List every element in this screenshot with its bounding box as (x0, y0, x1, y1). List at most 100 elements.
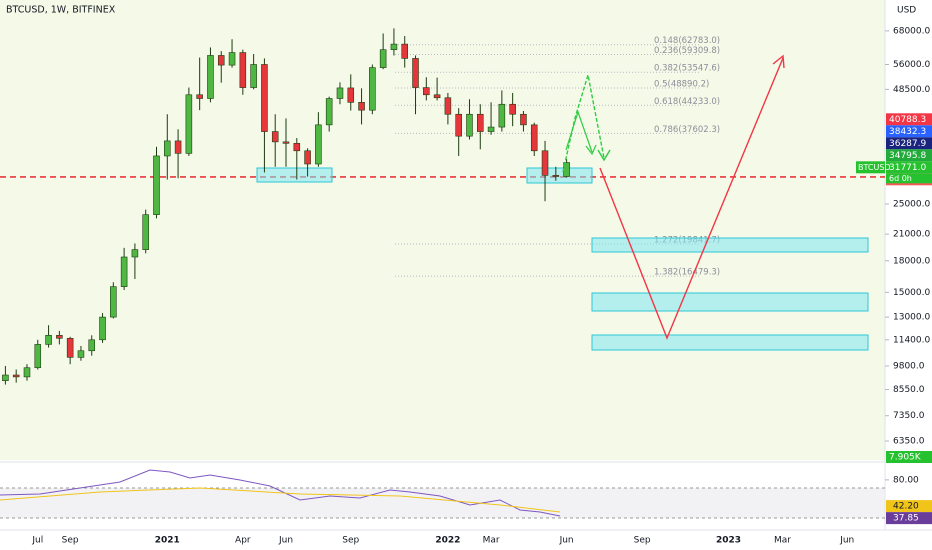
countdown-bg (886, 173, 932, 184)
y-tick-label: 8550.0 (893, 385, 925, 395)
volume-tag-label: 7.905K (889, 453, 922, 463)
candle-body (477, 113, 484, 132)
price-tag (886, 161, 932, 174)
fib-label: 0.618(44233.0) (654, 97, 720, 107)
x-tick-label: 2023 (716, 536, 741, 546)
candle-body (293, 143, 301, 152)
x-tick-label: Jun (559, 536, 574, 546)
candle-body (358, 102, 365, 111)
candle-body (325, 98, 333, 126)
candle-body (217, 55, 225, 66)
price-tag (886, 149, 932, 162)
candle-body (390, 43, 398, 50)
candle-body (379, 49, 387, 68)
y-tick-label: 48500.0 (893, 85, 930, 95)
price-tag-label: 34795.8 (889, 151, 926, 161)
y-tick-label: 6350.0 (893, 437, 925, 447)
candle-body (498, 103, 506, 128)
green-arrowhead (597, 149, 611, 162)
rsi-tag (886, 512, 932, 525)
candle-body (88, 339, 96, 352)
candle-body (196, 94, 203, 99)
green-arrowhead (585, 144, 597, 156)
x-tick-label: 2021 (155, 536, 180, 546)
candle-body (164, 140, 171, 157)
green-path (565, 110, 593, 153)
candle-body (282, 141, 290, 144)
candle-body (509, 103, 516, 115)
price-tag (886, 137, 932, 150)
x-tick-label: Sep (634, 536, 651, 546)
candle-body (174, 140, 182, 154)
price-tag (886, 125, 932, 138)
y-tick-label: 18000.0 (893, 256, 930, 266)
candle-body (153, 155, 160, 215)
price-tag-label: 38432.3 (889, 127, 926, 137)
x-tick-label: Sep (62, 536, 79, 546)
candle-body (110, 286, 117, 318)
zone-box (591, 237, 869, 253)
red-arrowhead (772, 54, 785, 69)
x-tick-label: 2022 (435, 536, 460, 546)
zone-box (526, 167, 593, 184)
candle-body (99, 316, 106, 341)
candle-body (423, 87, 430, 96)
x-tick-label: Jun (839, 536, 854, 546)
y-tick-label: 56000.0 (893, 60, 930, 70)
candle-body (56, 335, 63, 339)
countdown: 6d 0h (889, 174, 912, 183)
candle-body (2, 374, 9, 381)
candle-body (142, 214, 149, 250)
candle-body (455, 113, 462, 137)
green-path (562, 74, 605, 173)
candle-body (66, 337, 74, 358)
candle-body (487, 126, 495, 132)
candle-body (207, 55, 214, 99)
zone-box (256, 167, 333, 183)
fib-label: 0.148(62783.0) (654, 36, 720, 46)
rsi-line (0, 469, 561, 517)
candle-body (466, 113, 473, 137)
candle-body (185, 94, 193, 154)
x-tick-label: Mar (483, 536, 500, 546)
red-path (599, 57, 784, 340)
candle-body (271, 131, 279, 143)
candle-body (131, 249, 139, 258)
volume-tag (886, 451, 932, 463)
x-tick-label: Apr (235, 536, 251, 546)
y-tick-label: 68000.0 (893, 26, 930, 36)
zone-box (591, 292, 869, 312)
fib-label: 0.786(37602.3) (654, 125, 720, 135)
price-tag-label: 31771.0 (889, 163, 926, 173)
price-tag (886, 113, 932, 126)
fib-label: 0.382(53547.6) (654, 64, 720, 74)
candle-body (23, 367, 31, 378)
candle-body (120, 256, 128, 287)
axis-unit: USD (897, 6, 916, 16)
x-tick-label: Sep (342, 536, 359, 546)
candle-body (541, 150, 549, 176)
candle-body (304, 150, 311, 165)
y-tick-label: 11400.0 (893, 335, 930, 345)
candle-body (347, 87, 355, 103)
y-tick-label: 13000.0 (893, 313, 930, 323)
symbol-tag (856, 161, 885, 174)
candle-body (520, 113, 527, 126)
y-tick-label: 25000.0 (893, 199, 930, 209)
fib-label: 0.236(59309.8) (654, 46, 720, 56)
candle-body (336, 87, 344, 99)
price-tag-label: 36287.9 (889, 139, 926, 149)
y-tick-label: 9800.0 (893, 361, 925, 371)
candle-body (12, 374, 20, 378)
candle-body (369, 67, 376, 111)
projections (562, 54, 785, 340)
fib-label: 0.5(48890.2) (654, 79, 709, 89)
rsi-tag-label: 42.20 (893, 502, 919, 512)
candle-body (239, 52, 247, 88)
y-tick-label: 15000.0 (893, 288, 930, 298)
candle-body (228, 52, 236, 66)
candle-body (45, 335, 52, 345)
candle-body (433, 94, 441, 99)
candle-body (315, 124, 322, 165)
candle-body (530, 124, 538, 152)
